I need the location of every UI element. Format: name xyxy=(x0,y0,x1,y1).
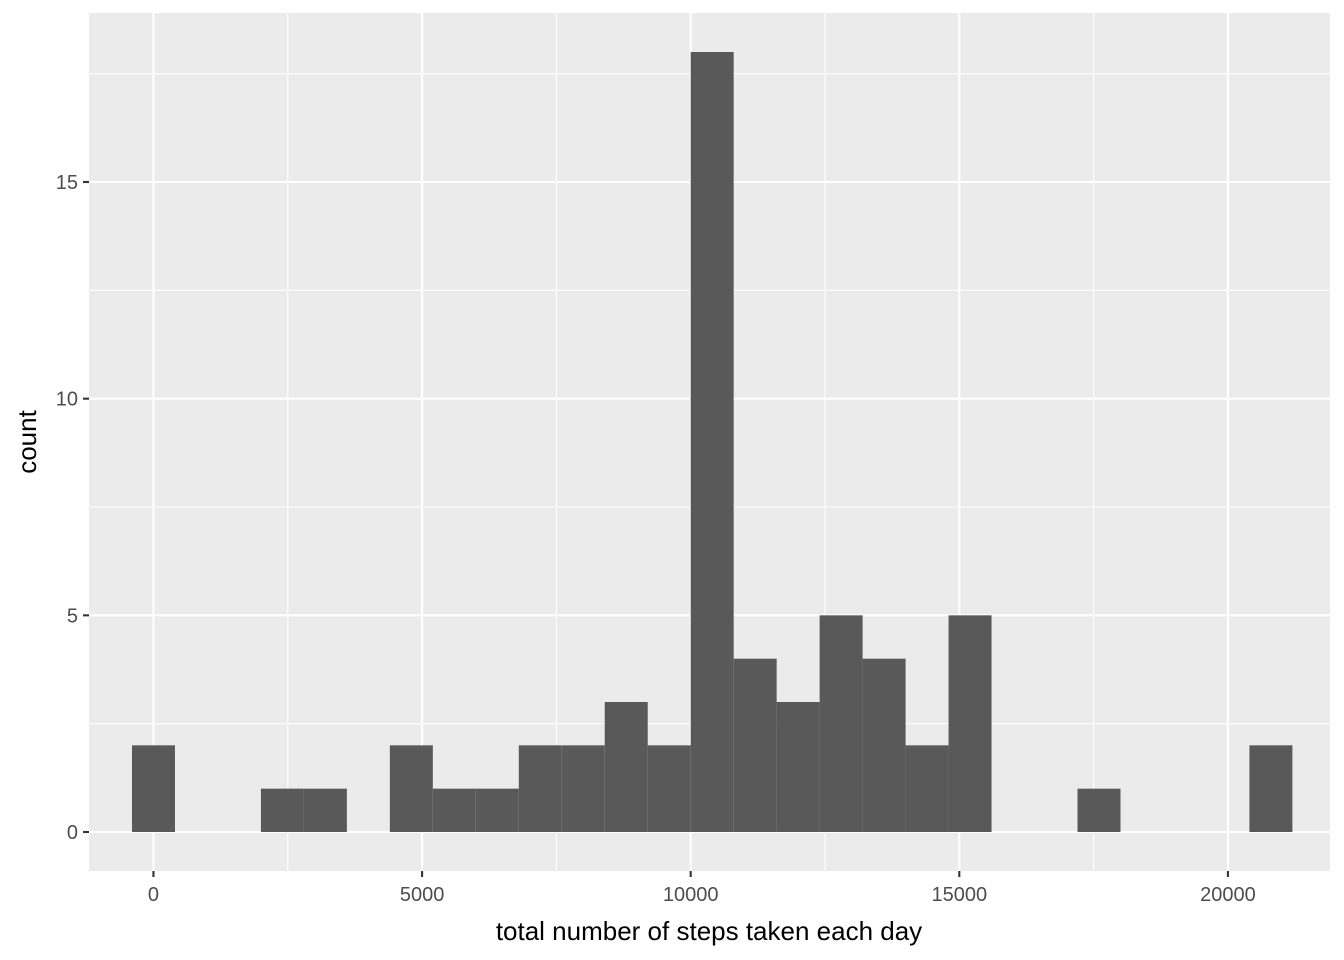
histogram-bar xyxy=(690,52,734,832)
histogram-bar xyxy=(647,745,691,832)
histogram-bar xyxy=(604,702,648,832)
y-tick-label: 0 xyxy=(67,822,78,844)
x-tick-label: 10000 xyxy=(663,884,719,906)
histogram-bars xyxy=(131,52,1293,832)
y-axis-title: count xyxy=(12,409,42,473)
y-tick-label: 10 xyxy=(56,389,78,411)
histogram-bar xyxy=(905,745,949,832)
histogram-bar xyxy=(1077,788,1121,832)
x-axis-title: total number of steps taken each day xyxy=(496,916,922,946)
histogram-bar xyxy=(432,788,476,832)
histogram-bar xyxy=(862,658,906,832)
y-tick-label: 5 xyxy=(67,605,78,627)
histogram-bar xyxy=(776,702,820,832)
histogram-bar xyxy=(260,788,304,832)
x-tick-label: 15000 xyxy=(931,884,987,906)
histogram-bar xyxy=(1249,745,1293,832)
histogram-bar xyxy=(733,658,777,832)
histogram-bar xyxy=(561,745,605,832)
histogram-bar xyxy=(819,615,863,832)
histogram-bar xyxy=(389,745,433,832)
x-tick-label: 5000 xyxy=(400,884,445,906)
x-axis: 0 5000 10000 15000 20000 xyxy=(148,871,1256,906)
y-tick-label: 15 xyxy=(56,172,78,194)
x-tick-label: 0 xyxy=(148,884,159,906)
x-tick-label: 20000 xyxy=(1200,884,1256,906)
histogram-bar xyxy=(475,788,519,832)
histogram-bar xyxy=(518,745,562,832)
histogram-bar xyxy=(303,788,347,832)
histogram-bar xyxy=(948,615,992,832)
y-axis: 0 5 10 15 xyxy=(56,172,89,844)
histogram-bar xyxy=(131,745,175,832)
